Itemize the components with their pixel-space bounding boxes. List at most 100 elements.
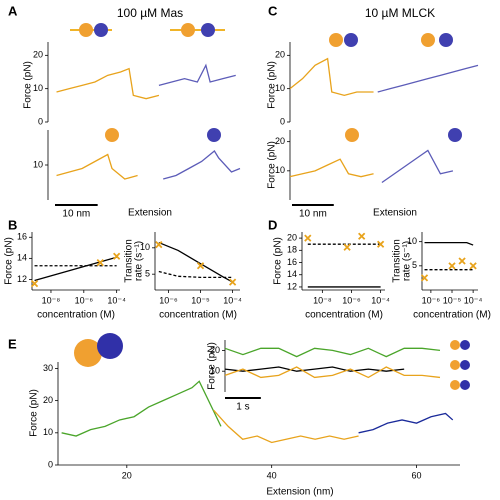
trace — [158, 63, 236, 86]
x-tick-label: 10⁻⁴ — [371, 295, 390, 305]
bead — [460, 360, 470, 370]
bead — [450, 380, 460, 390]
y-tick-label: 12 — [17, 274, 27, 284]
y-tick-label: 10 — [140, 242, 150, 252]
trace — [224, 347, 441, 358]
y-tick-label: 0 — [38, 116, 43, 126]
x-axis-label: concentration (M) — [159, 310, 237, 321]
trace — [158, 270, 233, 278]
data-point — [458, 257, 466, 265]
y-tick-label: 20 — [210, 345, 220, 355]
panel-label: B — [8, 217, 17, 232]
data-point — [196, 262, 205, 270]
y-tick-label: 10 — [33, 83, 43, 93]
y-tick-label: 5 — [145, 269, 150, 279]
x-tick-label: 10⁻⁴ — [223, 295, 242, 305]
bead — [345, 128, 359, 142]
panel-label: C — [268, 3, 278, 18]
y-axis-label: Force (pN) — [23, 61, 34, 109]
panel-title: 10 µM MLCK — [365, 6, 435, 20]
x-tick-label: 10⁻⁶ — [75, 295, 94, 305]
x-tick-label: 60 — [412, 470, 422, 480]
data-point — [228, 278, 237, 286]
trace — [358, 412, 454, 434]
data-point — [155, 241, 163, 249]
y-tick-label: 10 — [275, 83, 285, 93]
icons — [70, 23, 470, 390]
data-point — [376, 240, 385, 248]
y-tick-label: 20 — [275, 136, 285, 146]
panel-title: 100 µM Mas — [117, 6, 183, 20]
panel-label: E — [8, 336, 17, 351]
x-tick-label: 10⁻⁵ — [443, 295, 462, 305]
trace — [381, 149, 454, 184]
y-tick-label: 0 — [280, 116, 285, 126]
bead — [329, 33, 343, 47]
scale-bar-label: 1 s — [236, 402, 249, 413]
y-tick-label: 20 — [287, 232, 297, 242]
bead — [207, 128, 221, 142]
data-point — [343, 243, 351, 251]
trace — [289, 158, 374, 178]
trace — [158, 241, 233, 283]
bead — [344, 33, 358, 47]
y-axis-label: rate (s⁻¹) — [134, 241, 145, 281]
y-axis-label: Force (pN) — [29, 389, 40, 437]
data-point — [30, 280, 39, 288]
y-tick-label: 10 — [275, 165, 285, 175]
bead — [105, 128, 119, 142]
trace — [56, 67, 160, 100]
y-axis-label: Force (pN) — [207, 342, 218, 390]
x-tick-label: 40 — [267, 470, 277, 480]
bead — [181, 23, 195, 37]
bead — [450, 340, 460, 350]
y-tick-label: 30 — [43, 363, 53, 373]
x-tick-label: 10⁻⁸ — [313, 295, 332, 305]
x-tick-label: 10⁻⁴ — [107, 295, 126, 305]
data-point — [96, 258, 104, 267]
y-tick-label: 10 — [43, 427, 53, 437]
bead — [460, 380, 470, 390]
panel-label: D — [268, 217, 277, 232]
panel-label: A — [8, 3, 18, 18]
x-tick-label: 10⁻⁵ — [191, 295, 210, 305]
x-axis-label: concentration (M) — [305, 310, 383, 321]
x-axis-label: concentration (M) — [413, 310, 491, 321]
y-tick-label: 0 — [48, 459, 53, 469]
y-tick-label: 10 — [33, 159, 43, 169]
x-axis-label: Extension — [373, 208, 417, 219]
y-axis-label: Force (pN) — [4, 237, 15, 285]
bead — [421, 33, 435, 47]
scale-bar-label: 10 nm — [62, 209, 90, 220]
trace — [377, 64, 479, 93]
bead — [79, 23, 93, 37]
trace — [289, 57, 374, 97]
y-tick-label: 16 — [287, 257, 297, 267]
trace — [61, 380, 222, 437]
bead — [450, 360, 460, 370]
y-tick-label: 20 — [43, 395, 53, 405]
y-tick-label: 5 — [412, 260, 417, 270]
y-tick-label: 16 — [17, 232, 27, 242]
data-point — [304, 234, 312, 242]
trace — [34, 256, 117, 282]
x-axis-label: Extension — [128, 208, 172, 219]
bead — [439, 33, 453, 47]
y-tick-label: 20 — [33, 50, 43, 60]
x-tick-label: 10⁻⁴ — [464, 295, 483, 305]
y-tick-label: 10 — [210, 366, 220, 376]
bead — [201, 23, 215, 37]
y-axis-label: Force (pN) — [273, 237, 284, 285]
data-point — [469, 262, 477, 270]
y-tick-label: 14 — [287, 269, 297, 279]
x-axis-label: concentration (M) — [37, 310, 115, 321]
x-tick-label: 10⁻⁶ — [422, 295, 441, 305]
trace — [56, 153, 138, 180]
y-axis-label: Transition — [392, 239, 403, 283]
y-axis-label: Transition — [124, 239, 135, 283]
trace — [224, 366, 441, 379]
trace — [213, 409, 359, 444]
y-tick-label: 18 — [287, 245, 297, 255]
y-tick-label: 12 — [287, 281, 297, 291]
